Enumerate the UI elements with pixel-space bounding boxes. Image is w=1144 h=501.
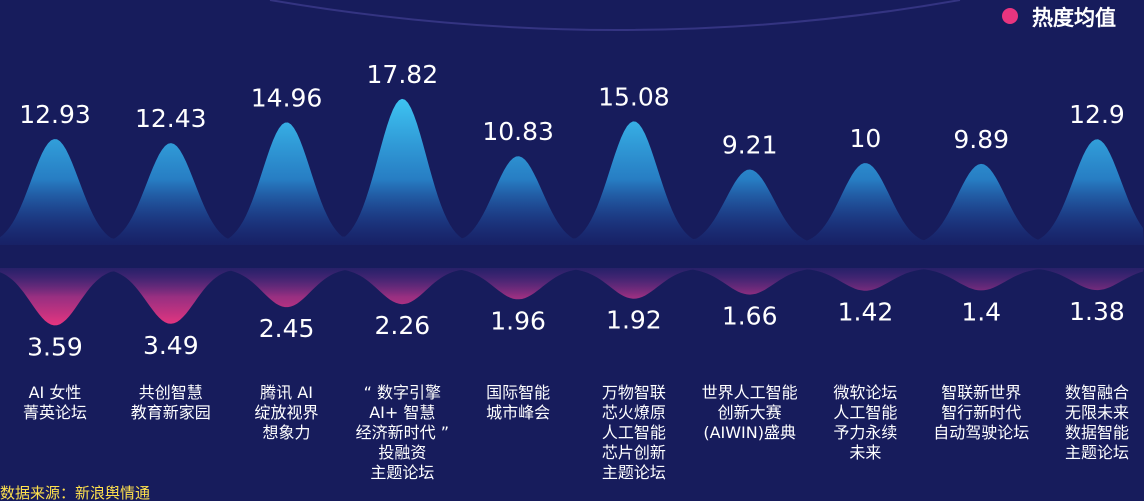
upper-value-label: 12.43 xyxy=(135,104,207,133)
category-label: “ 数字引擎 AI+ 智慧经济新时代 ”投融资主题论坛 xyxy=(356,383,449,482)
lower-value-label: 1.42 xyxy=(838,298,894,327)
category-label: 万物智联芯火燎原人工智能芯片创新主题论坛 xyxy=(602,383,666,482)
upper-value-label: 12.93 xyxy=(19,100,91,129)
upper-value-label: 10.83 xyxy=(482,117,554,146)
lower-value-label: 1.4 xyxy=(961,297,1001,326)
upper-value-label: 10 xyxy=(850,124,882,153)
legend-marker xyxy=(1002,8,1018,24)
lower-value-label: 3.59 xyxy=(27,332,83,361)
lower-value-label: 1.92 xyxy=(606,306,662,335)
upper-value-label: 9.89 xyxy=(953,125,1009,154)
category-label: 国际智能城市峰会 xyxy=(486,383,550,422)
lower-area xyxy=(0,268,1144,326)
lower-value-label: 2.45 xyxy=(259,314,315,343)
lower-value-label: 2.26 xyxy=(374,311,430,340)
upper-value-label: 9.21 xyxy=(722,130,778,159)
category-label: 数智融合无限未来数据智能主题论坛 xyxy=(1065,383,1129,462)
category-label: 共创智慧教育新家园 xyxy=(131,383,211,422)
data-source-note: 数据来源：新浪舆情通 xyxy=(0,484,151,501)
category-label: 世界人工智能创新大赛(AIWIN)盛典 xyxy=(702,383,798,442)
upper-value-label: 14.96 xyxy=(251,83,323,112)
category-label: AI 女性菁英论坛 xyxy=(23,383,87,422)
lower-value-label: 3.49 xyxy=(143,331,199,360)
category-label: 微软论坛人工智能予力永续未来 xyxy=(833,383,897,462)
lower-value-label: 1.38 xyxy=(1069,297,1125,326)
lower-value-label: 1.96 xyxy=(490,306,546,335)
lower-value-label: 1.66 xyxy=(722,302,778,331)
upper-value-label: 12.9 xyxy=(1069,100,1125,129)
background-arc xyxy=(269,0,961,31)
category-label: 腾讯 AI 绽放视界想象力 xyxy=(255,383,319,442)
background-glow xyxy=(129,0,1111,80)
upper-value-label: 17.82 xyxy=(367,60,439,89)
category-label: 智联新世界智行新时代自动驾驶论坛 xyxy=(933,383,1029,442)
upper-area xyxy=(0,98,1144,246)
legend-label: 热度均值 xyxy=(1032,6,1116,30)
upper-value-label: 15.08 xyxy=(598,82,670,111)
